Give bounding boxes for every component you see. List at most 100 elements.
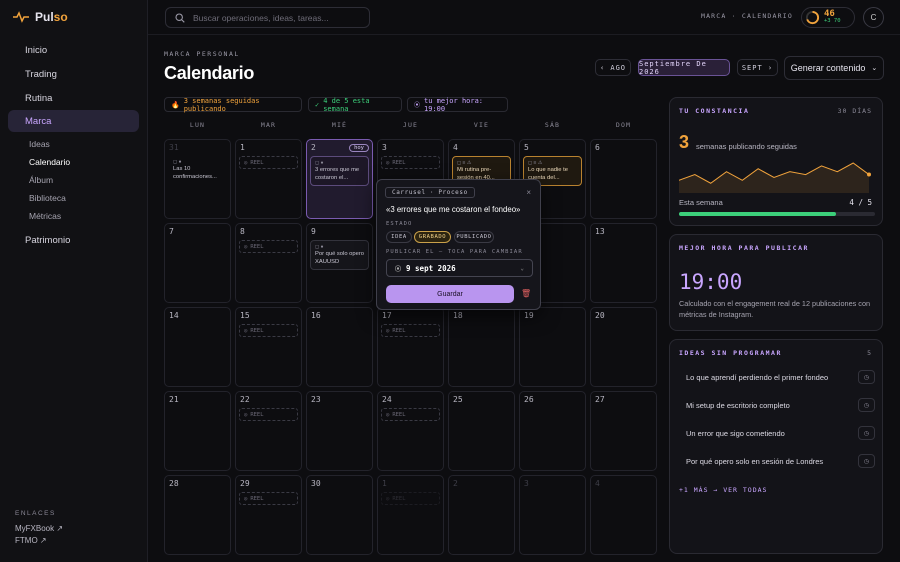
reel-label: REEL: [392, 495, 406, 502]
calendar-day[interactable]: 30: [306, 475, 373, 555]
trash-icon[interactable]: 🗑: [521, 289, 532, 298]
sidebar-item-label: Patrimonio: [25, 234, 71, 246]
close-icon[interactable]: ×: [526, 188, 531, 197]
calendar-day[interactable]: 1 ◎ REEL: [235, 139, 302, 219]
subnav-item[interactable]: Métricas: [29, 211, 62, 221]
idea-item[interactable]: Por qué opero solo en sesión de Londres ◷: [679, 452, 875, 470]
ideas-heading: IDEAS SIN PROGRAMAR: [679, 349, 782, 357]
date-select[interactable]: ⦿ 9 sept 2026 ⌄: [386, 259, 533, 277]
sidebar-item-patrimonio[interactable]: Patrimonio: [8, 229, 139, 251]
state-grabado-chip[interactable]: GRABADO: [414, 231, 451, 243]
calendar-day[interactable]: 25: [448, 391, 515, 471]
constancy-caption: semanas publicando seguidas: [696, 142, 797, 151]
generate-content-button[interactable]: Generar contenido ⌄: [784, 56, 884, 80]
calendar-day[interactable]: 28: [164, 475, 231, 555]
calendar-day[interactable]: 19: [519, 307, 586, 387]
day-number: 2: [453, 479, 458, 488]
constancy-card: TU CONSTANCIA 30 DÍAS 3 semanas publican…: [669, 97, 883, 226]
scheduled-post[interactable]: ◻ ● Por qué solo opero XAUUSD: [310, 240, 369, 270]
subnav-item[interactable]: Álbum: [29, 175, 54, 185]
state-publicado-chip[interactable]: PUBLICADO: [454, 231, 494, 243]
next-month-button[interactable]: SEPT ›: [737, 59, 778, 76]
calendar-day[interactable]: 27: [590, 391, 657, 471]
reel-slot[interactable]: ◎ REEL: [239, 240, 298, 253]
day-number: 18: [453, 311, 463, 320]
current-month[interactable]: Septiembre De 2026: [638, 59, 730, 76]
schedule-idea-button[interactable]: ◷: [858, 454, 875, 468]
calendar-day[interactable]: 13: [590, 223, 657, 303]
ideas-card: IDEAS SIN PROGRAMAR 5 Lo que aprendí per…: [669, 339, 883, 554]
avatar[interactable]: C: [863, 7, 884, 28]
state-idea-chip[interactable]: IDEA: [386, 231, 412, 243]
camera-icon: ◎: [244, 495, 248, 502]
constancy-value: 3: [679, 132, 690, 152]
subnav-item[interactable]: Calendario: [29, 157, 71, 167]
calendar-day[interactable]: 8 ◎ REEL: [235, 223, 302, 303]
calendar-day[interactable]: 2: [448, 475, 515, 555]
constancy-range: 30 DÍAS: [837, 107, 872, 115]
scheduled-post[interactable]: ◻ ● 3 errores que me costaron el...: [310, 156, 369, 186]
subnav-item[interactable]: Ideas: [29, 139, 50, 149]
calendar-day[interactable]: 29 ◎ REEL: [235, 475, 302, 555]
idea-item[interactable]: Lo que aprendí perdiendo el primer fonde…: [679, 368, 875, 386]
calendar-day[interactable]: 15 ◎ REEL: [235, 307, 302, 387]
calendar-day[interactable]: 2 hoy ◻ ● 3 errores que me costaron el...: [306, 139, 373, 219]
day-number: 29: [240, 479, 250, 488]
idea-item[interactable]: Un error que sigo cometiendo ◷: [679, 424, 875, 442]
scheduled-post[interactable]: ◻ ● Las 10 confirmaciones...: [168, 156, 227, 186]
calendar-day[interactable]: 18: [448, 307, 515, 387]
idea-item[interactable]: Mi setup de escritorio completo ◷: [679, 396, 875, 414]
reel-slot[interactable]: ◎ REEL: [381, 492, 440, 505]
reel-slot[interactable]: ◎ REEL: [381, 408, 440, 421]
calendar-day[interactable]: 6: [590, 139, 657, 219]
link-myfxbook[interactable]: MyFXBook ↗: [15, 524, 64, 533]
camera-icon: ◎: [244, 411, 248, 418]
post-status-icon: ◻ ●: [173, 159, 182, 165]
calendar-day[interactable]: 21: [164, 391, 231, 471]
subnav-item[interactable]: Biblioteca: [29, 193, 66, 203]
save-button[interactable]: Guardar: [386, 285, 514, 303]
sidebar-item-rutina[interactable]: Rutina: [8, 87, 139, 109]
schedule-idea-button[interactable]: ◷: [858, 398, 875, 412]
calendar-day[interactable]: 23: [306, 391, 373, 471]
streak-badge[interactable]: 46 +3 70: [801, 7, 855, 28]
calendar-day[interactable]: 20: [590, 307, 657, 387]
post-status-icon: ◻ ≡ ⚠: [528, 160, 543, 166]
sidebar-item-trading[interactable]: Trading: [8, 63, 139, 85]
schedule-idea-button[interactable]: ◷: [858, 426, 875, 440]
reel-slot[interactable]: ◎ REEL: [381, 156, 440, 169]
reel-slot[interactable]: ◎ REEL: [381, 324, 440, 337]
calendar-day[interactable]: 9 ◻ ● Por qué solo opero XAUUSD: [306, 223, 373, 303]
calendar-day[interactable]: 7: [164, 223, 231, 303]
day-number: 2: [311, 143, 316, 152]
link-ftmo[interactable]: FTMO ↗: [15, 536, 47, 545]
week-value: 4 / 5: [849, 198, 872, 207]
sidebar-item-marca[interactable]: Marca: [8, 110, 139, 132]
calendar-day[interactable]: 24 ◎ REEL: [377, 391, 444, 471]
calendar-day[interactable]: 1 ◎ REEL: [377, 475, 444, 555]
calendar-day[interactable]: 26: [519, 391, 586, 471]
post-title: Lo que nadie te cuenta del...: [528, 167, 568, 181]
more-ideas-link[interactable]: +1 MÁS → VER TODAS: [679, 486, 768, 494]
schedule-idea-button[interactable]: ◷: [858, 370, 875, 384]
calendar-day[interactable]: 4: [590, 475, 657, 555]
prev-month-button[interactable]: ‹ AGO: [595, 59, 631, 76]
reel-slot[interactable]: ◎ REEL: [239, 324, 298, 337]
search-input[interactable]: Buscar operaciones, ideas, tareas...: [165, 7, 370, 28]
reel-slot[interactable]: ◎ REEL: [239, 408, 298, 421]
calendar-day[interactable]: 3: [519, 475, 586, 555]
today-tag: hoy: [349, 144, 369, 152]
calendar-day[interactable]: 22 ◎ REEL: [235, 391, 302, 471]
calendar-day[interactable]: 14: [164, 307, 231, 387]
sidebar-item-inicio[interactable]: Inicio: [8, 39, 139, 61]
page-eyebrow: MARCA PERSONAL: [164, 50, 240, 58]
app-logo[interactable]: Pulso: [13, 10, 68, 24]
weekday-header: SÁB: [544, 121, 561, 129]
calendar-day[interactable]: 16: [306, 307, 373, 387]
reel-slot[interactable]: ◎ REEL: [239, 156, 298, 169]
day-number: 15: [240, 311, 250, 320]
date-value: 9 sept 2026: [406, 263, 456, 273]
calendar-day[interactable]: 17 ◎ REEL: [377, 307, 444, 387]
calendar-day[interactable]: 31 ◻ ● Las 10 confirmaciones...: [164, 139, 231, 219]
reel-slot[interactable]: ◎ REEL: [239, 492, 298, 505]
